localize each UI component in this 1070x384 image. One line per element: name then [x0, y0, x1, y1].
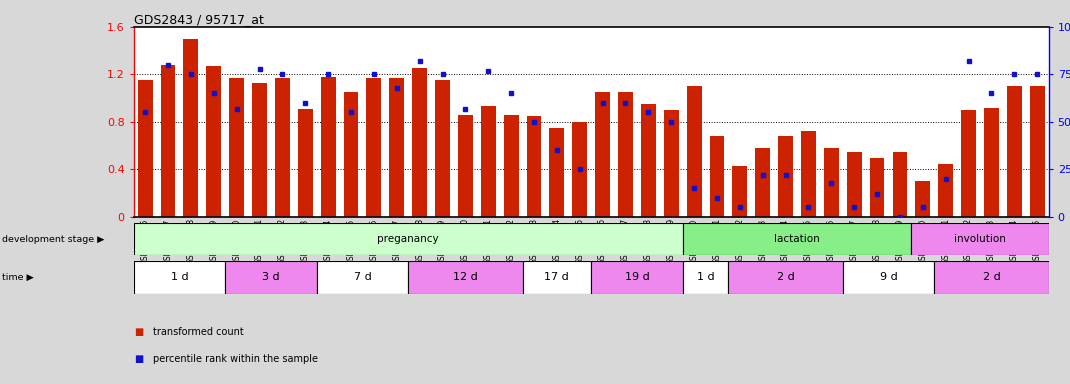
Bar [480, 106, 495, 217]
Text: involution: involution [954, 234, 1006, 244]
Bar [755, 148, 770, 217]
Text: 9 d: 9 d [880, 272, 898, 283]
Bar [504, 115, 519, 217]
Bar [389, 78, 404, 217]
Bar [824, 148, 839, 217]
Text: ■: ■ [134, 327, 143, 337]
Text: 1 d: 1 d [171, 272, 188, 283]
Text: development stage ▶: development stage ▶ [2, 235, 105, 243]
Bar [458, 115, 473, 217]
Bar [683, 261, 729, 294]
Bar [572, 122, 587, 217]
Bar [801, 131, 816, 217]
Bar [938, 164, 953, 217]
Bar [549, 128, 564, 217]
Bar [892, 152, 907, 217]
Text: 7 d: 7 d [353, 272, 371, 283]
Bar [846, 152, 861, 217]
Bar [687, 86, 702, 217]
Bar [729, 261, 843, 294]
Bar [229, 78, 244, 217]
Bar [778, 136, 793, 217]
Text: 12 d: 12 d [453, 272, 478, 283]
Bar [984, 108, 999, 217]
Bar [183, 39, 198, 217]
Bar [225, 261, 317, 294]
Bar [618, 92, 633, 217]
Bar [412, 68, 427, 217]
Bar [912, 223, 1049, 255]
Text: time ▶: time ▶ [2, 273, 34, 282]
Bar [138, 80, 153, 217]
Text: GDS2843 / 95717_at: GDS2843 / 95717_at [134, 13, 263, 26]
Text: transformed count: transformed count [153, 327, 244, 337]
Bar [709, 136, 724, 217]
Bar [522, 261, 591, 294]
Bar [134, 261, 226, 294]
Bar [343, 92, 358, 217]
Bar [297, 109, 312, 217]
Bar [915, 181, 930, 217]
Bar [591, 261, 683, 294]
Bar [1029, 86, 1044, 217]
Bar [934, 261, 1049, 294]
Bar [207, 66, 221, 217]
Bar [317, 261, 409, 294]
Text: 2 d: 2 d [982, 272, 1000, 283]
Bar [843, 261, 934, 294]
Text: 2 d: 2 d [777, 272, 794, 283]
Bar [732, 166, 747, 217]
Bar [961, 110, 976, 217]
Bar [160, 65, 175, 217]
Bar [641, 104, 656, 217]
Text: preganancy: preganancy [378, 234, 439, 244]
Bar [275, 78, 290, 217]
Bar [134, 223, 683, 255]
Bar [870, 157, 885, 217]
Text: lactation: lactation [774, 234, 820, 244]
Bar [1007, 86, 1022, 217]
Text: 17 d: 17 d [545, 272, 569, 283]
Bar [253, 83, 268, 217]
Bar [595, 92, 610, 217]
Text: 1 d: 1 d [697, 272, 715, 283]
Text: ■: ■ [134, 354, 143, 364]
Bar [409, 261, 522, 294]
Bar [366, 78, 381, 217]
Bar [663, 110, 678, 217]
Bar [683, 223, 912, 255]
Bar [435, 80, 450, 217]
Bar [321, 77, 336, 217]
Text: percentile rank within the sample: percentile rank within the sample [153, 354, 318, 364]
Text: 19 d: 19 d [625, 272, 649, 283]
Text: 3 d: 3 d [262, 272, 279, 283]
Bar [526, 116, 541, 217]
